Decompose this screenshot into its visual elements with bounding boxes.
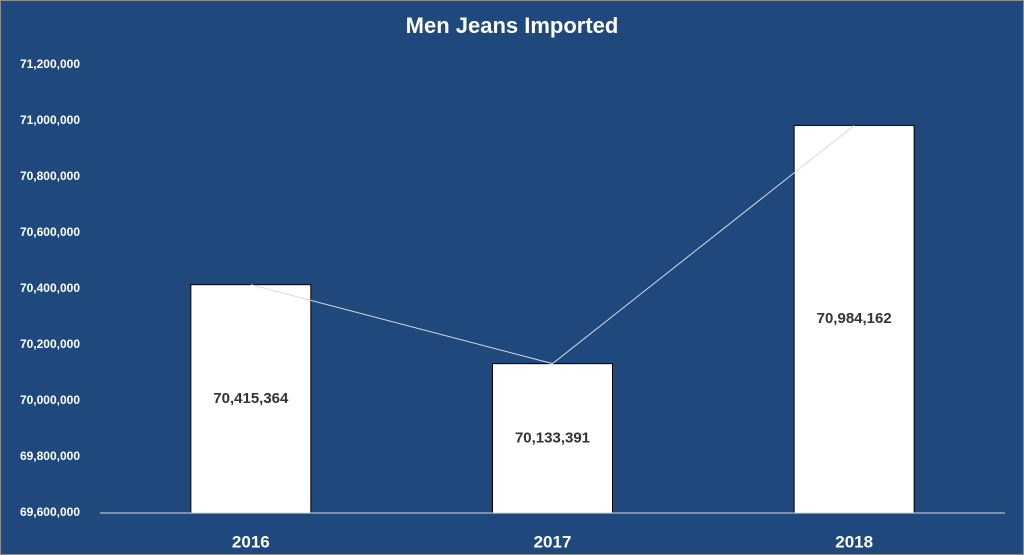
y-tick-label: 69,600,000 xyxy=(20,505,80,519)
trend-line xyxy=(250,125,855,365)
y-tick-label: 70,400,000 xyxy=(20,281,80,295)
y-tick-label: 71,000,000 xyxy=(20,113,80,127)
y-tick-label: 70,200,000 xyxy=(20,337,80,351)
data-label: 70,133,391 xyxy=(515,429,590,446)
y-tick-label: 70,600,000 xyxy=(20,225,80,239)
data-label: 70,415,364 xyxy=(213,390,289,407)
x-tick-label: 2017 xyxy=(534,532,572,551)
y-tick-label: 71,200,000 xyxy=(20,57,80,71)
x-tick-label: 2018 xyxy=(835,532,873,551)
bar xyxy=(190,284,312,514)
y-tick-label: 69,800,000 xyxy=(20,449,80,463)
data-label: 70,984,162 xyxy=(817,310,892,327)
x-tick-label: 2016 xyxy=(232,532,270,551)
y-tick-label: 70,000,000 xyxy=(20,393,80,407)
chart-title: Men Jeans Imported xyxy=(406,13,619,38)
y-tick-label: 70,800,000 xyxy=(20,169,80,183)
bar xyxy=(793,124,915,514)
